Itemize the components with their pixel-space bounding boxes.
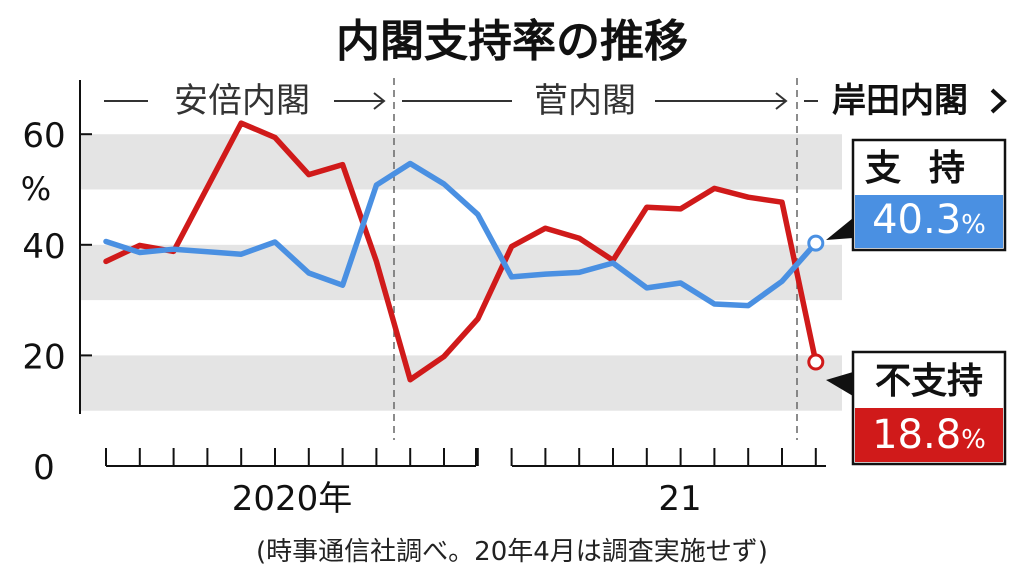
legend-value-unit: % [961, 210, 986, 240]
y-tick-label: 60 [22, 116, 65, 156]
legend-value: 40.3% [872, 197, 986, 243]
y-tick-label: 20 [22, 337, 65, 377]
legend: 支持 40.3% 不支持 18.8% [826, 138, 1007, 466]
y-axis-unit: % [21, 170, 51, 208]
legend-value-unit: % [961, 425, 986, 455]
source-note: (時事通信社調べ。20年4月は調査実施せず) [256, 537, 768, 567]
band-0 [80, 355, 842, 411]
cabinet-arrow-2-head [990, 88, 1007, 114]
legend-name: 不支持 [875, 361, 983, 402]
background-bands [80, 134, 842, 411]
x-year-label: 2020年 [232, 479, 353, 519]
legend-box-1: 不支持 18.8% [826, 350, 1007, 466]
cabinet-label-0: 安倍内閣 [174, 81, 310, 121]
series-last-point-1 [807, 353, 825, 371]
cabinet-periods: 安倍内閣 菅内閣 岸田内閣 [104, 81, 1007, 121]
y-tick-label: 0 [33, 448, 55, 488]
cabinet-dividers [393, 78, 798, 440]
cabinet-label-2: 岸田内閣 [832, 81, 968, 121]
legend-value-number: 18.8 [872, 412, 961, 458]
legend-box-0: 支持 40.3% [826, 138, 1007, 252]
legend-value: 18.8% [872, 412, 986, 458]
chart-title: 内閣支持率の推移 [336, 16, 688, 67]
legend-pointer [826, 218, 853, 240]
series-last-point-0 [807, 234, 825, 252]
legend-value-number: 40.3 [872, 197, 961, 243]
x-axis: 2020年 21 [105, 448, 826, 519]
series-line-1 [103, 120, 819, 383]
legend-value-bg [855, 195, 1003, 248]
series-lines [103, 120, 825, 383]
y-tick-label: 40 [22, 227, 65, 267]
band-2 [80, 134, 842, 190]
cabinet-arrow-0-head [373, 92, 386, 110]
cabinet-label-1: 菅内閣 [534, 81, 636, 121]
cabinet-arrow-1-head [775, 92, 788, 110]
y-axis-ticks: 0 20 40 60 [22, 116, 92, 488]
series-line-0 [103, 160, 819, 309]
legend-pointer [826, 372, 853, 396]
x-year-label: 21 [658, 479, 701, 519]
legend-value-bg [855, 408, 1003, 462]
legend-name: 支持 [865, 148, 993, 189]
